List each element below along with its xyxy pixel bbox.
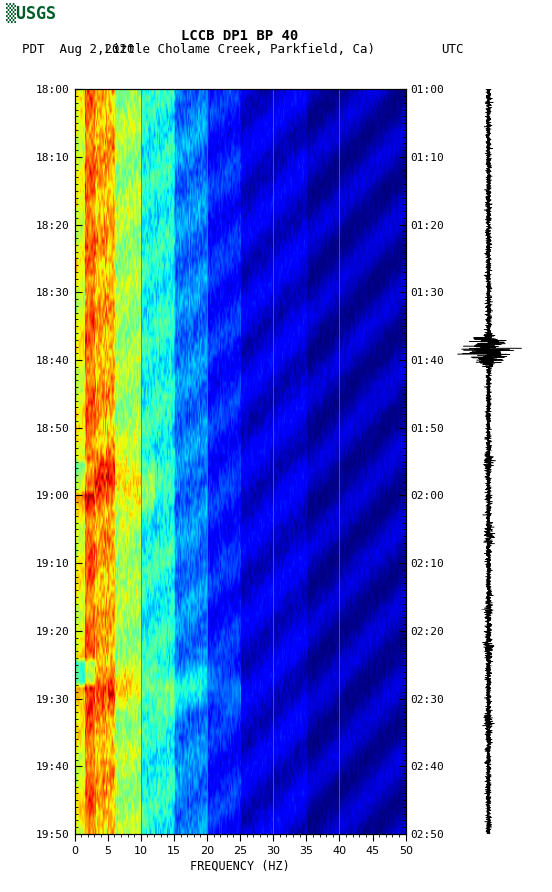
Text: Little Cholame Creek, Parkfield, Ca): Little Cholame Creek, Parkfield, Ca) [105, 43, 375, 56]
Text: ▒USGS: ▒USGS [6, 3, 56, 22]
X-axis label: FREQUENCY (HZ): FREQUENCY (HZ) [190, 860, 290, 873]
Text: UTC: UTC [442, 43, 464, 56]
Text: PDT  Aug 2,2020: PDT Aug 2,2020 [22, 43, 135, 56]
Text: LCCB DP1 BP 40: LCCB DP1 BP 40 [182, 29, 299, 43]
